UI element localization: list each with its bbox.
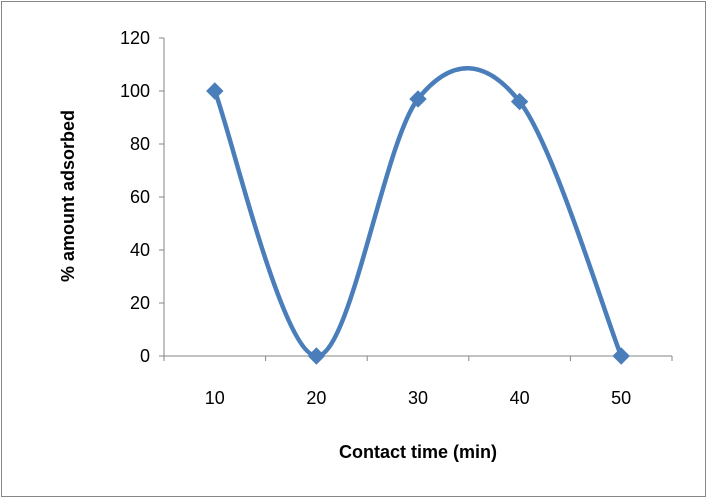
y-tick-label: 60 [130,187,150,207]
series-group [206,66,630,365]
data-point-marker [307,347,326,365]
data-point-marker [206,82,224,100]
y-axis-title: % amount adsorbed [58,110,78,282]
x-tick-label: 10 [205,388,225,408]
y-axis: 0 20 40 60 80 100 120 [120,28,165,366]
data-point-marker [612,347,630,365]
data-point-marker [409,90,427,108]
y-tick-label: 80 [130,134,150,154]
data-point-marker [510,92,529,111]
x-tick-label: 20 [306,388,326,408]
y-tick-label: 20 [130,293,150,313]
y-tick-label: 0 [140,346,150,366]
x-axis-title: Contact time (min) [339,442,497,462]
series-line [212,66,624,359]
y-tick-label: 100 [120,81,150,101]
x-tick-label: 50 [611,388,631,408]
y-tick-label: 40 [130,240,150,260]
x-tick-label: 40 [510,388,530,408]
x-tick-label: 30 [408,388,428,408]
x-axis: 10 20 30 40 50 [163,355,673,408]
y-tick-label: 120 [120,28,150,48]
